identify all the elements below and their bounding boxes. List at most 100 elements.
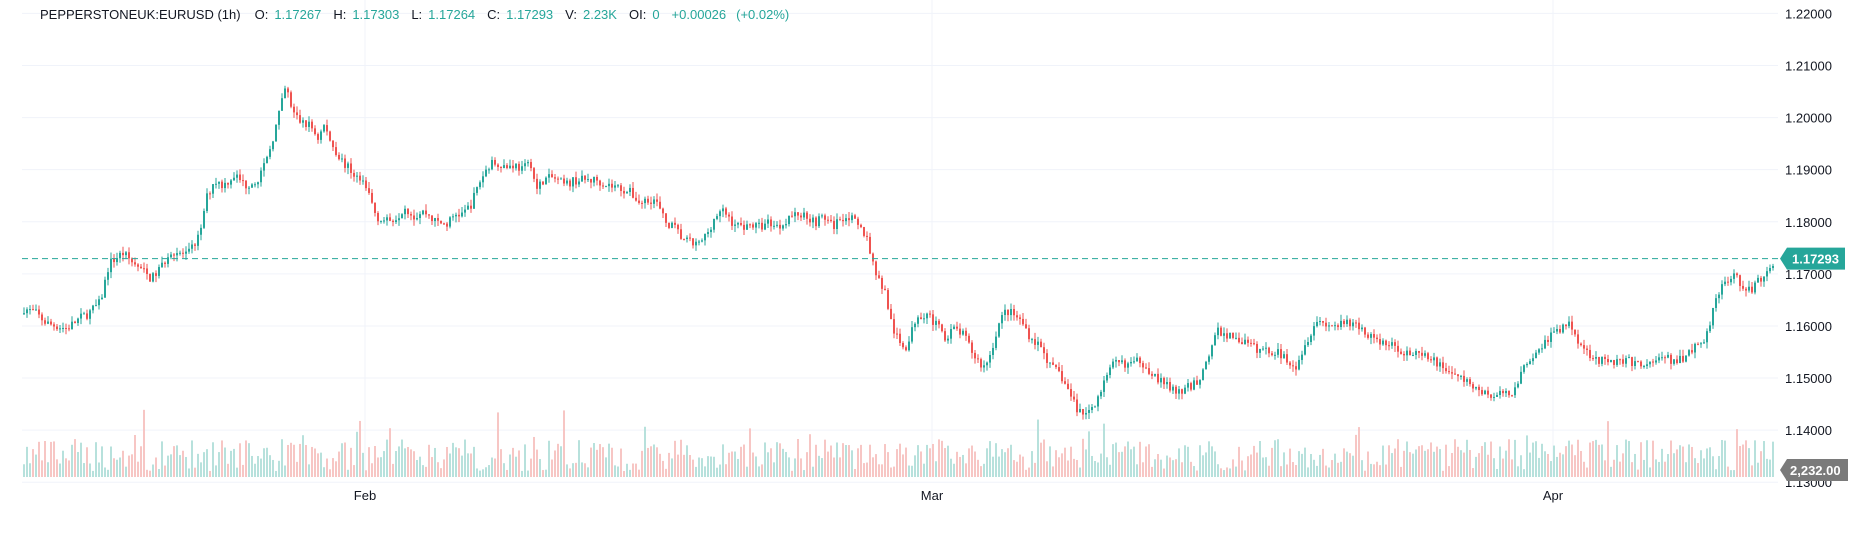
volume-bar: [638, 469, 640, 477]
candle-body: [998, 323, 1000, 337]
volume-bar: [1268, 465, 1270, 477]
volume-bar: [1523, 469, 1525, 477]
volume-bar: [401, 439, 403, 477]
candle-body: [1118, 360, 1120, 363]
volume-bar: [1685, 462, 1687, 477]
volume-bar: [1040, 442, 1042, 477]
candle-body: [83, 313, 85, 315]
volume-bar: [989, 441, 991, 477]
volume-bar: [431, 457, 433, 477]
volume-bar: [1541, 443, 1543, 477]
candle-body: [458, 214, 460, 217]
candle-body: [1571, 321, 1573, 330]
volume-bar: [146, 469, 148, 477]
volume-value: 2.23K: [582, 7, 617, 22]
candle-body: [938, 320, 940, 325]
symbol-legend: PEPPERSTONEUK:EURUSD (1h) O: 1.17267 H: …: [40, 7, 795, 22]
volume-bar: [1466, 439, 1468, 477]
candle-body: [581, 175, 583, 182]
volume-bar: [1358, 427, 1360, 477]
candle-body: [548, 174, 550, 178]
time-axis[interactable]: Feb Mar Apr: [354, 488, 1564, 503]
volume-bar: [1055, 450, 1057, 477]
candle-body: [632, 187, 634, 198]
candle-body: [1154, 373, 1156, 376]
time-tick-label: Feb: [354, 488, 376, 503]
volume-bar: [425, 466, 427, 477]
volume-bar: [398, 446, 400, 477]
candle-body: [1241, 342, 1243, 345]
volume-bar: [1616, 445, 1618, 477]
volume-bar: [1694, 458, 1696, 477]
candle-body: [1676, 359, 1678, 364]
candle-body: [326, 125, 328, 132]
candle-body: [1169, 381, 1171, 391]
volume-bar: [257, 456, 259, 477]
volume-bar: [1217, 464, 1219, 477]
volume-bar: [716, 467, 718, 477]
candle-body: [848, 218, 850, 221]
candle-body: [1082, 408, 1084, 415]
candle-body: [1556, 329, 1558, 332]
volume-bar: [1640, 442, 1642, 477]
volume-bar: [1484, 442, 1486, 477]
candle-body: [779, 224, 781, 229]
candle-body: [569, 180, 571, 187]
candle-body: [869, 236, 871, 254]
volume-bar: [1196, 470, 1198, 477]
price-axis[interactable]: 1.22000 1.21000 1.20000 1.19000 1.18000 1.170…: [1785, 6, 1832, 490]
volume-bar: [356, 431, 358, 477]
volume-bar: [560, 446, 562, 477]
candle-body: [1187, 383, 1189, 388]
candle-body: [278, 110, 280, 125]
candle-body: [266, 156, 268, 164]
volume-bar: [824, 439, 826, 477]
volume-bar: [347, 469, 349, 477]
candle-body: [1757, 277, 1759, 283]
candle-body: [653, 199, 655, 204]
volume-bar: [884, 444, 886, 477]
volume-bar: [1364, 470, 1366, 477]
candle-body: [950, 328, 952, 339]
volume-bar: [1031, 451, 1033, 477]
volume-bar: [407, 447, 409, 477]
volume-bar: [1451, 453, 1453, 477]
candle-body: [65, 327, 67, 329]
symbol-name[interactable]: PEPPERSTONEUK:EURUSD (1h): [40, 7, 241, 22]
candle-body: [26, 309, 28, 314]
volume-bar: [1004, 452, 1006, 477]
candle-body: [755, 223, 757, 228]
volume-bar: [1751, 465, 1753, 477]
volume-bar: [278, 460, 280, 477]
volume-bar: [1037, 419, 1039, 477]
candle-body: [1715, 298, 1717, 308]
candle-body: [74, 321, 76, 323]
candle-body: [359, 175, 361, 181]
volume-bar: [1022, 456, 1024, 477]
candle-body: [1478, 386, 1480, 391]
volume-bar: [998, 456, 1000, 477]
volume-bar: [521, 470, 523, 477]
volume-bar: [956, 451, 958, 477]
candle-body: [659, 201, 661, 209]
volume-bar: [359, 420, 361, 477]
candle-body: [1061, 371, 1063, 382]
volume-bar: [950, 458, 952, 477]
volume-bar: [1400, 466, 1402, 477]
volume-bar: [1688, 444, 1690, 477]
volume-bar: [932, 443, 934, 477]
volume-bar: [368, 447, 370, 477]
candle-body: [284, 88, 286, 99]
volume-bar: [923, 463, 925, 477]
volume-bar: [665, 468, 667, 477]
candle-body: [425, 210, 427, 215]
volume-bar: [587, 467, 589, 477]
candle-body: [269, 149, 271, 157]
volume-bar: [791, 470, 793, 477]
candle-body: [428, 214, 430, 216]
candle-body: [1580, 343, 1582, 346]
candle-body: [299, 115, 301, 123]
candle-body: [1088, 409, 1090, 413]
volume-bar: [197, 453, 199, 477]
